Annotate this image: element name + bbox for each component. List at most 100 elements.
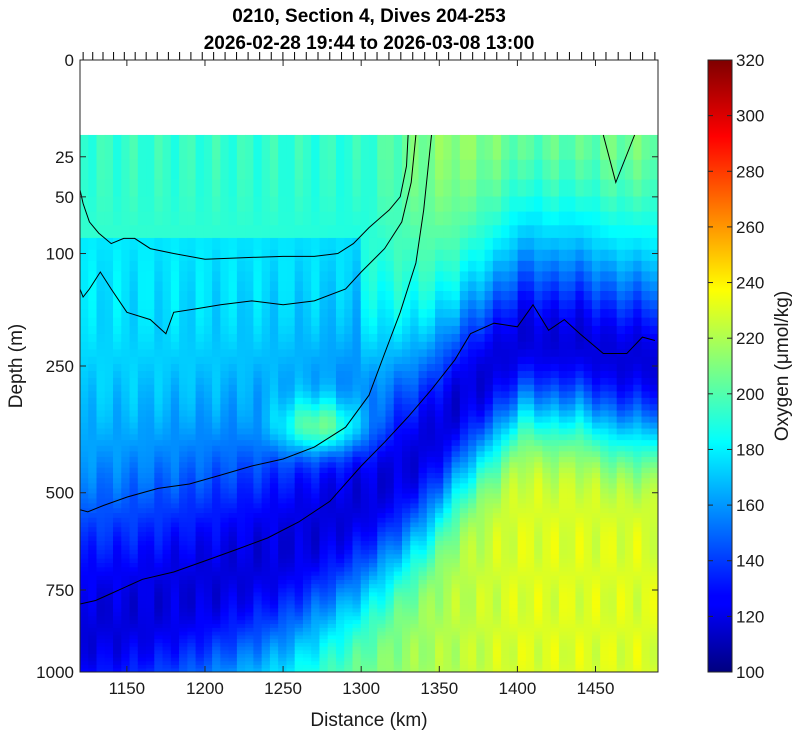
field-cell bbox=[517, 600, 527, 606]
field-cell bbox=[220, 592, 230, 598]
field-cell bbox=[319, 531, 329, 538]
field-cell bbox=[344, 196, 354, 213]
field-cell bbox=[319, 527, 329, 533]
field-cell bbox=[294, 604, 304, 610]
field-cell bbox=[558, 462, 568, 469]
field-cell bbox=[484, 467, 494, 474]
field-cell bbox=[352, 549, 362, 555]
field-cell bbox=[269, 196, 279, 213]
field-cell bbox=[88, 377, 98, 386]
field-cell bbox=[443, 451, 453, 458]
field-cell bbox=[228, 668, 238, 672]
field-cell bbox=[80, 522, 89, 528]
field-cell bbox=[319, 517, 329, 524]
field-cell bbox=[269, 627, 279, 633]
field-cell bbox=[129, 317, 139, 327]
field-cell bbox=[294, 371, 304, 379]
field-cell bbox=[170, 341, 180, 350]
field-cell bbox=[542, 364, 552, 372]
field-cell bbox=[203, 384, 213, 392]
field-cell bbox=[476, 600, 486, 606]
field-cell bbox=[121, 522, 131, 528]
field-cell bbox=[220, 467, 230, 474]
field-cell bbox=[104, 451, 114, 458]
field-cell bbox=[443, 404, 453, 412]
field-cell bbox=[443, 260, 453, 272]
field-cell bbox=[426, 196, 436, 213]
field-cell bbox=[443, 300, 453, 310]
field-cell bbox=[154, 545, 164, 551]
field-cell bbox=[269, 488, 279, 495]
field-cell bbox=[302, 646, 312, 651]
field-cell bbox=[369, 536, 378, 542]
field-cell bbox=[385, 462, 395, 469]
field-cell bbox=[187, 341, 197, 350]
field-cell bbox=[369, 579, 378, 585]
field-cell bbox=[435, 522, 444, 528]
field-cell bbox=[203, 404, 213, 412]
field-cell bbox=[220, 179, 230, 198]
field-cell bbox=[558, 540, 568, 547]
field-cell bbox=[451, 211, 461, 226]
field-cell bbox=[104, 549, 114, 555]
field-cell bbox=[426, 404, 436, 412]
field-cell bbox=[154, 211, 164, 226]
field-cell bbox=[88, 428, 98, 435]
field-cell bbox=[146, 498, 155, 504]
field-cell bbox=[476, 571, 486, 577]
field-cell bbox=[542, 404, 552, 412]
field-cell bbox=[327, 478, 337, 484]
field-cell bbox=[319, 654, 329, 659]
field-cell bbox=[534, 467, 543, 474]
field-cell bbox=[187, 410, 197, 418]
field-cell bbox=[468, 563, 477, 568]
field-cell bbox=[344, 225, 354, 239]
field-cell bbox=[245, 575, 254, 581]
field-cell bbox=[550, 627, 560, 633]
field-cell bbox=[88, 661, 98, 666]
field-cell bbox=[360, 531, 370, 538]
field-cell bbox=[525, 549, 535, 555]
field-cell bbox=[558, 211, 568, 226]
field-cell bbox=[228, 635, 238, 640]
field-cell bbox=[410, 291, 420, 301]
field-cell bbox=[294, 600, 304, 606]
field-cell bbox=[443, 600, 453, 606]
field-cell bbox=[352, 646, 362, 651]
field-cell bbox=[327, 503, 337, 509]
field-cell bbox=[121, 356, 131, 365]
field-cell bbox=[286, 563, 296, 568]
field-cell bbox=[220, 134, 230, 161]
field-cell bbox=[261, 211, 271, 226]
field-cell bbox=[253, 531, 263, 538]
field-cell bbox=[121, 341, 131, 350]
field-cell bbox=[179, 416, 188, 424]
field-cell bbox=[451, 579, 461, 585]
field-cell bbox=[426, 642, 436, 648]
field-cell bbox=[113, 620, 122, 625]
field-cell bbox=[534, 612, 543, 617]
field-cell bbox=[294, 503, 304, 509]
field-cell bbox=[113, 517, 122, 524]
field-cell bbox=[459, 391, 469, 399]
field-cell bbox=[187, 456, 197, 463]
field-cell bbox=[162, 498, 172, 504]
field-cell bbox=[146, 592, 155, 598]
field-cell bbox=[162, 588, 172, 593]
field-cell bbox=[327, 661, 337, 666]
field-cell bbox=[294, 416, 304, 424]
field-cell bbox=[418, 608, 428, 613]
field-cell bbox=[228, 341, 238, 350]
field-cell bbox=[129, 558, 139, 564]
field-cell bbox=[220, 571, 230, 577]
field-cell bbox=[104, 584, 114, 589]
field-cell bbox=[459, 493, 469, 500]
field-cell bbox=[88, 575, 98, 581]
field-cell bbox=[187, 428, 197, 435]
field-cell bbox=[269, 291, 279, 301]
field-cell bbox=[360, 604, 370, 610]
field-cell bbox=[517, 309, 527, 319]
field-cell bbox=[468, 639, 477, 644]
field-cell bbox=[121, 646, 131, 651]
field-cell bbox=[451, 531, 461, 538]
